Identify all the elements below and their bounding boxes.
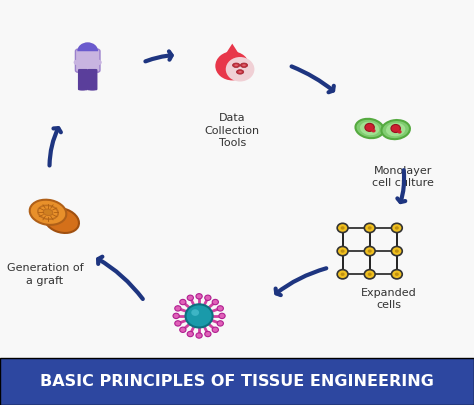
Circle shape [337,270,348,279]
Ellipse shape [88,88,97,90]
Circle shape [391,124,401,132]
Circle shape [341,249,345,253]
Ellipse shape [356,119,384,138]
Circle shape [392,223,402,232]
Circle shape [185,304,213,328]
Circle shape [365,223,375,232]
Ellipse shape [45,208,79,233]
Circle shape [173,313,179,319]
Circle shape [372,129,375,132]
Circle shape [398,130,401,134]
Circle shape [215,51,249,81]
Circle shape [187,295,193,301]
Circle shape [365,247,375,256]
Circle shape [368,249,372,253]
Circle shape [205,295,211,301]
Circle shape [217,306,223,311]
Circle shape [368,273,372,276]
Circle shape [226,57,255,81]
Circle shape [212,299,219,305]
FancyBboxPatch shape [75,49,100,72]
Circle shape [337,223,348,232]
Circle shape [395,273,399,276]
Circle shape [395,226,399,230]
Wedge shape [77,43,98,51]
Text: Monolayer
cell culture: Monolayer cell culture [372,166,434,188]
Ellipse shape [360,122,379,135]
Circle shape [205,331,211,337]
Circle shape [217,321,223,326]
Circle shape [392,247,402,256]
Circle shape [368,226,372,230]
Circle shape [175,306,181,311]
Text: Culture on a
3D polymeric
scaffold: Culture on a 3D polymeric scaffold [138,358,212,393]
Circle shape [337,247,348,256]
Text: Expanded
cells: Expanded cells [361,288,417,310]
Circle shape [196,294,202,299]
Ellipse shape [386,123,405,136]
Text: BASIC PRINCIPLES OF TISSUE ENGINEERING: BASIC PRINCIPLES OF TISSUE ENGINEERING [40,374,434,389]
Ellipse shape [30,200,66,225]
Ellipse shape [242,64,246,66]
Ellipse shape [78,88,87,90]
Circle shape [96,60,102,65]
Ellipse shape [240,63,247,68]
Circle shape [180,299,186,305]
Text: Generation of
a graft: Generation of a graft [7,263,83,286]
Circle shape [341,273,345,276]
Circle shape [196,333,202,338]
Circle shape [365,270,375,279]
Ellipse shape [43,209,53,215]
Ellipse shape [233,63,240,68]
Polygon shape [218,44,246,66]
Ellipse shape [382,120,410,139]
Text: Data
Collection
Tools: Data Collection Tools [205,113,260,148]
Circle shape [392,270,402,279]
Circle shape [187,331,193,337]
Circle shape [365,124,374,131]
FancyBboxPatch shape [0,358,474,405]
Circle shape [73,60,80,65]
Circle shape [191,309,199,316]
Circle shape [341,226,345,230]
Circle shape [180,327,186,333]
FancyBboxPatch shape [87,69,98,90]
Ellipse shape [234,64,238,66]
Circle shape [175,321,181,326]
FancyBboxPatch shape [78,69,88,90]
Ellipse shape [237,70,244,74]
Circle shape [212,327,219,333]
Ellipse shape [238,71,242,73]
Circle shape [395,249,399,253]
Circle shape [219,313,225,319]
Circle shape [78,43,98,60]
